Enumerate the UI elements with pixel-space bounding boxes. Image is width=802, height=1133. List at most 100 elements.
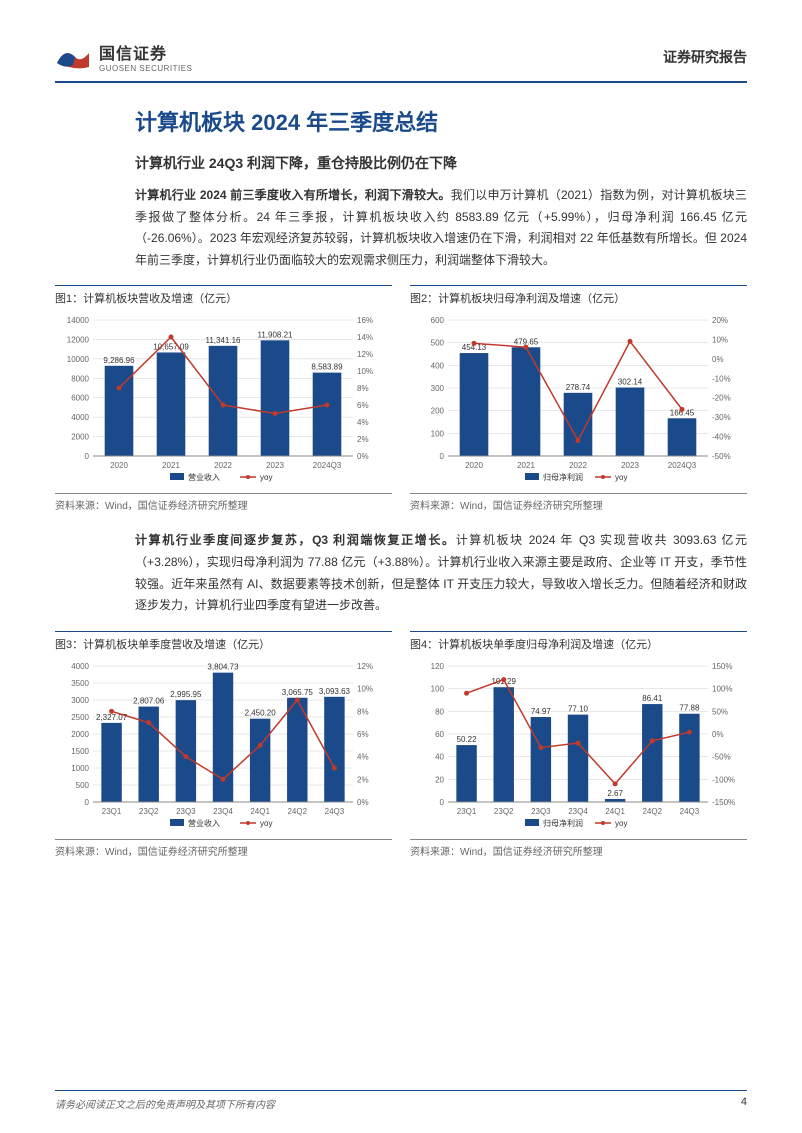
svg-text:8,583.89: 8,583.89 bbox=[311, 363, 343, 372]
svg-text:4000: 4000 bbox=[71, 662, 89, 671]
svg-text:4%: 4% bbox=[357, 752, 369, 761]
svg-text:12%: 12% bbox=[357, 350, 373, 359]
page-footer: 请务必阅读正文之后的免责声明及其项下所有内容 4 bbox=[55, 1090, 747, 1111]
svg-text:11,908.21: 11,908.21 bbox=[258, 331, 294, 340]
svg-text:-30%: -30% bbox=[712, 414, 731, 423]
svg-text:14000: 14000 bbox=[67, 316, 90, 325]
svg-text:3,093.63: 3,093.63 bbox=[319, 687, 351, 696]
svg-text:74.97: 74.97 bbox=[531, 707, 552, 716]
svg-text:24Q2: 24Q2 bbox=[642, 807, 662, 816]
svg-text:12%: 12% bbox=[357, 662, 373, 671]
section2-paragraph: 计算机行业季度间逐步复苏，Q3 利润端恢复正增长。计算机板块 2024 年 Q3… bbox=[135, 530, 747, 616]
svg-text:2,450.20: 2,450.20 bbox=[245, 708, 277, 717]
svg-text:8000: 8000 bbox=[71, 375, 89, 384]
svg-text:2000: 2000 bbox=[71, 730, 89, 739]
svg-text:yoy: yoy bbox=[260, 819, 272, 828]
svg-text:2000: 2000 bbox=[71, 433, 89, 442]
chart4-block: 图4：计算机板块单季度归母净利润及增速（亿元） 020406080100120-… bbox=[410, 631, 747, 872]
chart3-block: 图3：计算机板块单季度营收及增速（亿元） 0500100015002000250… bbox=[55, 631, 392, 872]
svg-text:23Q3: 23Q3 bbox=[176, 807, 196, 816]
svg-text:77.88: 77.88 bbox=[679, 703, 700, 712]
svg-text:100: 100 bbox=[431, 430, 445, 439]
svg-text:3,804.73: 3,804.73 bbox=[207, 662, 239, 671]
svg-text:24Q3: 24Q3 bbox=[680, 807, 700, 816]
chart4-source: 资料来源：Wind，国信证券经济研究所整理 bbox=[410, 840, 747, 858]
logo-block: 国信证券 GUOSEN SECURITIES bbox=[55, 40, 192, 73]
svg-text:23Q3: 23Q3 bbox=[531, 807, 551, 816]
svg-text:yoy: yoy bbox=[615, 473, 627, 482]
logo-text-cn: 国信证券 bbox=[99, 40, 192, 64]
main-title: 计算机板块 2024 年三季度总结 bbox=[135, 105, 747, 137]
svg-text:40: 40 bbox=[435, 752, 444, 761]
chart2-block: 图2：计算机板块归母净利润及增速（亿元） 0100200300400500600… bbox=[410, 285, 747, 526]
chart4-title: 图4：计算机板块单季度归母净利润及增速（亿元） bbox=[410, 631, 747, 652]
report-type-label: 证券研究报告 bbox=[663, 47, 747, 67]
svg-text:300: 300 bbox=[431, 384, 445, 393]
svg-text:10%: 10% bbox=[357, 684, 373, 693]
svg-text:10%: 10% bbox=[712, 336, 728, 345]
section1-bold: 计算机行业 2024 前三季度收入有所增长，利润下滑较大。 bbox=[135, 188, 451, 202]
chart4-svg: 020406080100120-150%-100%-50%0%50%100%15… bbox=[410, 654, 740, 834]
svg-text:yoy: yoy bbox=[615, 819, 627, 828]
svg-text:23Q4: 23Q4 bbox=[568, 807, 588, 816]
svg-text:3,065.75: 3,065.75 bbox=[282, 688, 314, 697]
svg-text:24Q1: 24Q1 bbox=[605, 807, 625, 816]
svg-text:20%: 20% bbox=[712, 316, 728, 325]
page-number: 4 bbox=[741, 1096, 747, 1111]
logo-icon bbox=[55, 43, 91, 71]
svg-text:600: 600 bbox=[431, 316, 445, 325]
svg-text:0: 0 bbox=[85, 798, 90, 807]
svg-text:100%: 100% bbox=[712, 684, 732, 693]
charts-row-2: 图3：计算机板块单季度营收及增速（亿元） 0500100015002000250… bbox=[55, 631, 747, 872]
svg-text:0: 0 bbox=[85, 452, 90, 461]
svg-text:278.74: 278.74 bbox=[566, 383, 591, 392]
chart3-source: 资料来源：Wind，国信证券经济研究所整理 bbox=[55, 840, 392, 858]
svg-text:11,341.16: 11,341.16 bbox=[206, 336, 242, 345]
charts-row-1: 图1：计算机板块营收及增速（亿元） 0200040006000800010000… bbox=[55, 285, 747, 526]
chart3-svg: 050010001500200025003000350040000%2%4%6%… bbox=[55, 654, 385, 834]
svg-text:80: 80 bbox=[435, 707, 444, 716]
chart2-title: 图2：计算机板块归母净利润及增速（亿元） bbox=[410, 285, 747, 306]
svg-text:-20%: -20% bbox=[712, 394, 731, 403]
svg-text:0%: 0% bbox=[357, 452, 369, 461]
svg-text:2%: 2% bbox=[357, 435, 369, 444]
svg-text:120: 120 bbox=[431, 662, 445, 671]
chart2-source: 资料来源：Wind，国信证券经济研究所整理 bbox=[410, 494, 747, 512]
svg-text:16%: 16% bbox=[357, 316, 373, 325]
svg-text:-150%: -150% bbox=[712, 798, 735, 807]
svg-text:2024Q3: 2024Q3 bbox=[668, 461, 697, 470]
page-header: 国信证券 GUOSEN SECURITIES 证券研究报告 bbox=[55, 40, 747, 83]
chart1-svg: 020004000600080001000012000140000%2%4%6%… bbox=[55, 308, 385, 488]
svg-text:6%: 6% bbox=[357, 730, 369, 739]
svg-text:0%: 0% bbox=[357, 798, 369, 807]
svg-text:8%: 8% bbox=[357, 384, 369, 393]
svg-text:归母净利润: 归母净利润 bbox=[543, 472, 583, 482]
svg-text:4%: 4% bbox=[357, 418, 369, 427]
svg-text:0: 0 bbox=[440, 798, 445, 807]
svg-text:营业收入: 营业收入 bbox=[188, 818, 220, 828]
svg-text:1000: 1000 bbox=[71, 764, 89, 773]
svg-text:23Q2: 23Q2 bbox=[139, 807, 159, 816]
svg-text:-50%: -50% bbox=[712, 452, 731, 461]
svg-text:3000: 3000 bbox=[71, 696, 89, 705]
svg-text:86.41: 86.41 bbox=[642, 694, 663, 703]
svg-text:2022: 2022 bbox=[214, 461, 232, 470]
svg-text:2500: 2500 bbox=[71, 713, 89, 722]
svg-text:12000: 12000 bbox=[67, 336, 90, 345]
svg-text:8%: 8% bbox=[357, 707, 369, 716]
svg-text:302.14: 302.14 bbox=[618, 378, 643, 387]
svg-text:23Q2: 23Q2 bbox=[494, 807, 514, 816]
svg-text:2021: 2021 bbox=[517, 461, 535, 470]
footer-disclaimer: 请务必阅读正文之后的免责声明及其项下所有内容 bbox=[55, 1096, 275, 1111]
svg-text:-10%: -10% bbox=[712, 375, 731, 384]
svg-text:2,995.95: 2,995.95 bbox=[170, 690, 202, 699]
svg-text:2024Q3: 2024Q3 bbox=[313, 461, 342, 470]
svg-text:yoy: yoy bbox=[260, 473, 272, 482]
svg-text:10000: 10000 bbox=[67, 355, 90, 364]
svg-text:23Q1: 23Q1 bbox=[457, 807, 477, 816]
svg-text:9,286.96: 9,286.96 bbox=[103, 356, 135, 365]
svg-text:60: 60 bbox=[435, 730, 444, 739]
svg-text:500: 500 bbox=[76, 781, 90, 790]
svg-text:2020: 2020 bbox=[465, 461, 483, 470]
svg-text:2022: 2022 bbox=[569, 461, 587, 470]
